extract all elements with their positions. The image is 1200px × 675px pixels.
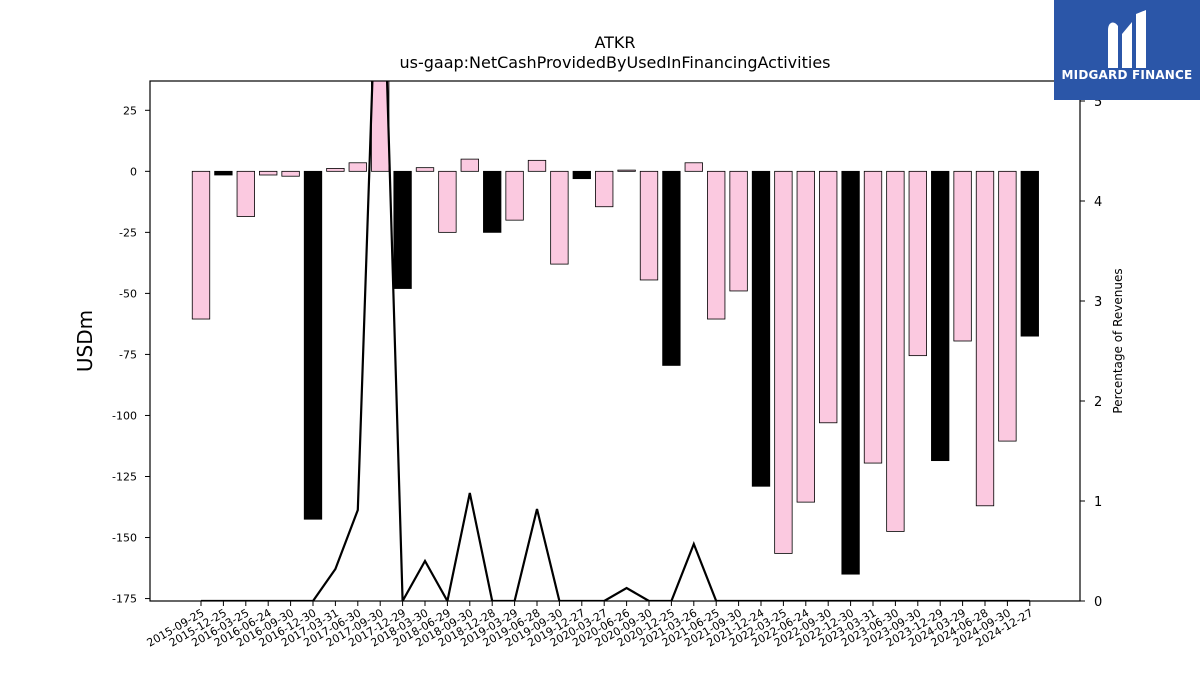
y-tick-label: -25	[119, 226, 137, 239]
bar	[214, 170, 233, 176]
bar	[931, 170, 950, 462]
bar	[371, 80, 390, 172]
right-axis: 0 1 2 3 4 5	[1080, 95, 1102, 610]
bar	[393, 170, 412, 289]
bar	[841, 170, 860, 575]
y2-tick-label: 0	[1094, 595, 1102, 610]
y2-tick-label: 4	[1094, 195, 1102, 210]
brand-logo: MIDGARD FINANCE	[1054, 0, 1200, 100]
left-axis: 25 0 -25 -50 -75 -100 -125 -150 -175	[112, 104, 150, 606]
y-axis-label: USDm	[73, 310, 97, 372]
bar	[617, 169, 636, 172]
bar	[483, 170, 502, 233]
plot-frame	[149, 80, 1081, 602]
bar	[751, 170, 771, 487]
bar	[863, 170, 883, 464]
bar	[259, 170, 278, 176]
y-tick-label: 0	[130, 165, 137, 178]
brand-name: MIDGARD FINANCE	[1061, 68, 1193, 82]
bar	[908, 170, 927, 357]
bar	[662, 170, 681, 366]
y2-tick-label: 1	[1094, 495, 1102, 510]
bar	[303, 170, 323, 520]
bar	[236, 170, 255, 217]
y-tick-label: -175	[112, 593, 137, 606]
y-tick-label: 25	[123, 104, 137, 117]
bar	[796, 170, 815, 503]
chart-title: ATKR	[594, 33, 635, 52]
bar	[639, 170, 659, 281]
bar	[998, 170, 1017, 442]
bar	[415, 167, 435, 172]
logo-mark-icon	[1108, 10, 1146, 68]
bar	[191, 170, 211, 320]
ratio-line-layer	[201, 81, 1030, 601]
chart-subtitle: us-gaap:NetCashProvidedByUsedInFinancing…	[399, 53, 830, 72]
y2-axis-label: Percentage of Revenues	[1111, 268, 1125, 413]
y2-tick-label: 5	[1094, 95, 1102, 110]
y2-tick-label: 3	[1094, 295, 1102, 310]
y-tick-label: -125	[112, 470, 137, 483]
bar	[684, 162, 703, 172]
bar	[281, 170, 300, 177]
bar	[953, 170, 972, 342]
y-tick-label: -100	[112, 409, 137, 422]
bar	[774, 170, 793, 554]
ratio-line	[201, 81, 1030, 601]
bar	[326, 167, 345, 172]
bar	[819, 170, 838, 424]
y2-tick-label: 2	[1094, 395, 1102, 410]
bar	[729, 170, 748, 292]
bar	[595, 170, 614, 208]
bar	[527, 159, 547, 172]
bars-layer	[191, 80, 1039, 575]
bar	[505, 170, 524, 221]
y-tick-label: -150	[112, 532, 137, 545]
bar	[550, 170, 569, 265]
bar	[460, 158, 479, 172]
x-axis: 2015-09-252015-12-252016-03-252016-06-24…	[145, 601, 1035, 650]
bar	[1020, 170, 1039, 337]
y-tick-label: -50	[119, 287, 137, 300]
bar	[886, 170, 905, 532]
bar	[707, 170, 726, 320]
y-tick-label: -75	[119, 348, 137, 361]
bar	[438, 170, 457, 233]
bar	[975, 170, 995, 507]
bar	[348, 162, 367, 172]
bar	[572, 170, 591, 180]
